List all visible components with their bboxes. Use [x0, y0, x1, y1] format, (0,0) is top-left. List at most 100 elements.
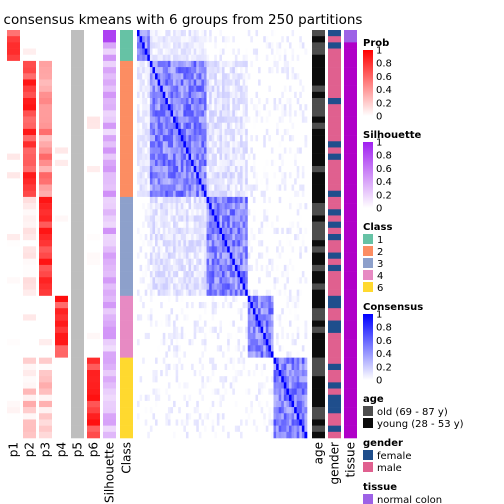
- consensus-cell: [201, 128, 205, 136]
- consensus-cell: [278, 190, 282, 198]
- consensus-cell: [157, 159, 161, 167]
- consensus-cell: [173, 73, 176, 80]
- consensus-cell: [288, 394, 292, 402]
- consensus-cell: [188, 209, 192, 216]
- consensus-cell: [162, 79, 166, 86]
- annotation-cell: [23, 363, 36, 371]
- consensus-cell: [137, 122, 140, 130]
- consensus-cell: [294, 73, 297, 80]
- consensus-cell: [211, 190, 215, 198]
- consensus-cell: [201, 413, 205, 420]
- consensus-cell: [162, 283, 166, 290]
- consensus-cell: [185, 376, 189, 383]
- consensus-cell: [283, 36, 287, 43]
- consensus-cell: [178, 370, 182, 377]
- consensus-cell: [222, 79, 225, 86]
- consensus-cell: [211, 419, 215, 426]
- annotation-cell: [312, 30, 325, 37]
- consensus-cell: [209, 425, 212, 433]
- consensus-cell: [263, 339, 267, 346]
- consensus-cell: [278, 326, 282, 334]
- consensus-cell: [137, 196, 140, 204]
- consensus-cell: [167, 153, 171, 161]
- consensus-cell: [288, 166, 292, 173]
- consensus-cell: [147, 172, 151, 179]
- consensus-cell: [162, 73, 166, 80]
- consensus-cell: [137, 382, 140, 389]
- consensus-cell: [175, 98, 179, 105]
- consensus-cell: [191, 289, 194, 297]
- consensus-cell: [242, 234, 246, 241]
- consensus-cell: [232, 141, 236, 148]
- consensus-cell: [299, 48, 303, 56]
- consensus-cell: [183, 153, 187, 161]
- consensus-cell: [198, 184, 202, 192]
- consensus-cell: [173, 320, 176, 328]
- consensus-cell: [170, 227, 174, 235]
- consensus-cell: [139, 178, 143, 185]
- consensus-cell: [193, 407, 197, 414]
- consensus-cell: [142, 382, 146, 389]
- annotation-cell: [328, 128, 341, 136]
- consensus-cell: [142, 376, 146, 383]
- consensus-cell: [191, 394, 194, 402]
- consensus-cell: [255, 357, 259, 365]
- consensus-cell: [167, 122, 171, 130]
- consensus-cell: [175, 419, 179, 426]
- consensus-cell: [237, 54, 241, 62]
- consensus-cell: [198, 283, 202, 290]
- annotation-cell: [71, 295, 84, 303]
- consensus-cell: [222, 264, 225, 272]
- annotation-cell: [87, 283, 100, 290]
- consensus-cell: [201, 36, 205, 43]
- consensus-cell: [214, 159, 218, 167]
- annotation-cell: [71, 382, 84, 389]
- consensus-cell: [301, 209, 305, 216]
- consensus-cell: [299, 135, 303, 142]
- consensus-cell: [229, 295, 233, 303]
- annotation-cell: [87, 425, 100, 433]
- consensus-cell: [258, 425, 261, 433]
- consensus-cell: [167, 98, 171, 105]
- consensus-cell: [149, 135, 153, 142]
- consensus-cell: [268, 98, 272, 105]
- annotation-cell: [312, 73, 325, 80]
- consensus-cell: [193, 79, 197, 86]
- consensus-cell: [281, 320, 285, 328]
- consensus-cell: [294, 407, 297, 414]
- consensus-cell: [240, 258, 243, 266]
- consensus-cell: [180, 240, 184, 247]
- consensus-cell: [165, 258, 169, 266]
- consensus-cell: [170, 215, 174, 222]
- consensus-cell: [268, 339, 272, 346]
- consensus-cell: [260, 314, 264, 321]
- consensus-cell: [258, 116, 261, 124]
- consensus-cell: [288, 320, 292, 328]
- annotation-cell: [7, 258, 20, 266]
- consensus-cell: [144, 320, 148, 328]
- consensus-cell: [201, 388, 205, 396]
- consensus-cell: [260, 184, 264, 192]
- consensus-cell: [173, 98, 176, 105]
- consensus-cell: [214, 264, 218, 272]
- consensus-cell: [211, 36, 215, 43]
- consensus-cell: [185, 190, 189, 198]
- consensus-cell: [281, 116, 285, 124]
- consensus-cell: [185, 128, 189, 136]
- consensus-cell: [247, 400, 251, 408]
- consensus-cell: [185, 345, 189, 352]
- consensus-cell: [242, 54, 246, 62]
- annotation-cell: [120, 419, 133, 426]
- consensus-cell: [175, 122, 179, 130]
- consensus-cell: [144, 91, 148, 99]
- annotation-cell: [39, 320, 52, 328]
- consensus-cell: [252, 153, 256, 161]
- consensus-cell: [263, 172, 267, 179]
- consensus-cell: [219, 240, 223, 247]
- consensus-cell: [245, 159, 249, 167]
- consensus-cell: [152, 246, 156, 253]
- consensus-cell: [149, 339, 153, 346]
- annotation-cell: [87, 271, 100, 278]
- consensus-cell: [276, 326, 279, 334]
- consensus-cell: [152, 221, 156, 229]
